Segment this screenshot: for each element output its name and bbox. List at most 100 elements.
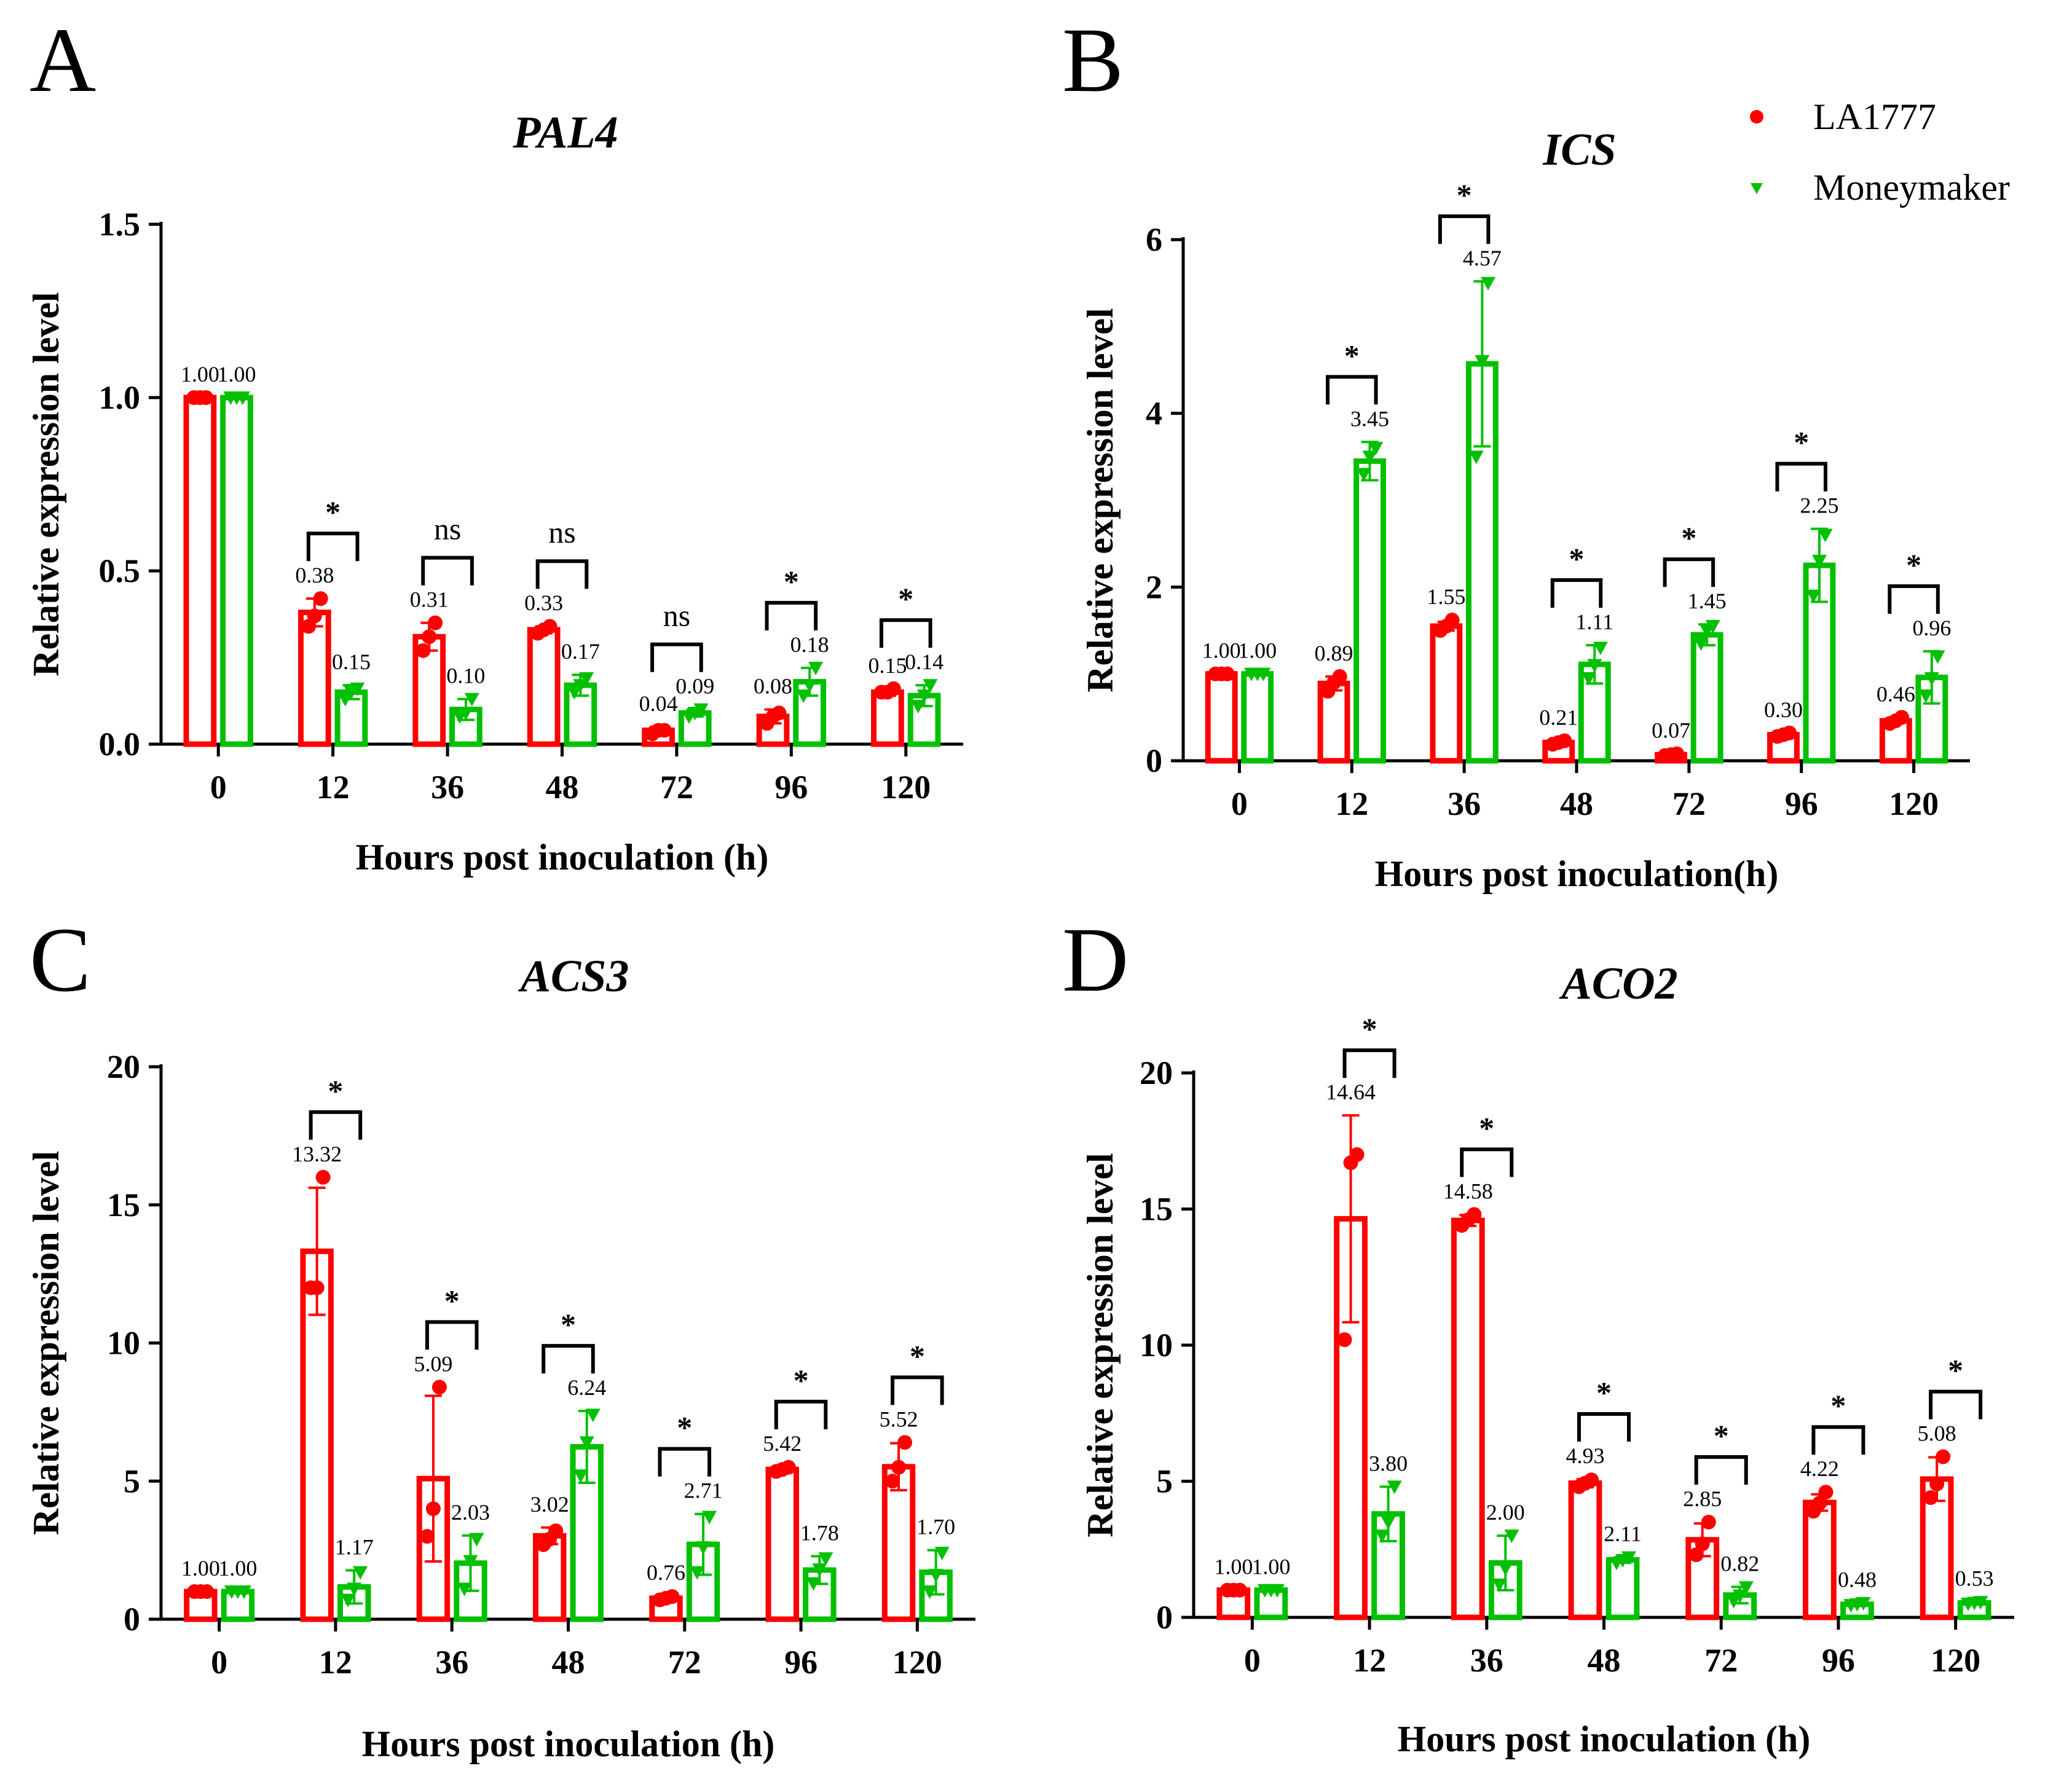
panel-b-bar-la1777 — [1205, 671, 1238, 764]
panel-b-value-label-moneymaker: 3.45 — [1350, 406, 1389, 431]
panel-b-point-moneymaker — [1693, 637, 1709, 651]
panels: PAL4 0.0 0.5 1.0 1.5 Relative expression leve… — [26, 108, 2014, 1764]
panel-d-title: ACO2 — [1559, 959, 1677, 1009]
panel-b-y-axis-title: Relative expression level — [1080, 308, 1121, 692]
panel-c-point-la1777 — [419, 1529, 435, 1544]
panel-b-point-moneymaker — [1256, 667, 1271, 681]
panel-c-value-label-moneymaker: 1.00 — [218, 1556, 257, 1581]
panel-a-point-la1777 — [199, 390, 214, 405]
panel-d-y-tick-label: 5 — [1156, 1463, 1173, 1500]
panel-a-point-moneymaker — [916, 689, 932, 704]
panel-b-value-label-la1777: 1.00 — [1202, 638, 1241, 663]
panel-b-point-la1777 — [1782, 725, 1797, 740]
panel-b-point-moneymaker — [1581, 672, 1596, 686]
panel-d-value-label-moneymaker: 3.80 — [1369, 1451, 1408, 1475]
panel-a-point-la1777 — [307, 608, 322, 624]
panel-a-bar-moneymaker — [220, 395, 253, 747]
panel-a-x-tick-label: 12 — [317, 769, 350, 806]
panel-b-sig-bracket — [1326, 375, 1378, 405]
panel-c-point-la1777 — [315, 1169, 331, 1185]
panel-b-sig-label: * — [1794, 425, 1809, 460]
panel-a-point-moneymaker — [464, 693, 479, 707]
panel-c-x-tick-label: 0 — [211, 1644, 227, 1681]
panel-d-point-la1777 — [1936, 1449, 1951, 1464]
panel-b-value-label-la1777: 0.30 — [1764, 697, 1803, 722]
panel-a-bar-la1777 — [527, 627, 561, 747]
panel-b-value-label-moneymaker: 1.00 — [1238, 638, 1277, 663]
panel-b-point-moneymaker — [1818, 528, 1833, 543]
panel-a-value-label-moneymaker: 0.10 — [446, 664, 485, 688]
panel-a-value-label-la1777: 0.08 — [754, 674, 792, 699]
panel-b-point-la1777 — [1219, 666, 1235, 681]
panel-a-sig-label: ns — [434, 512, 461, 546]
panel-c-point-la1777 — [425, 1501, 441, 1517]
panel-d-sig-label: * — [1714, 1418, 1729, 1453]
panel-b-point-moneymaker — [1368, 442, 1384, 456]
panel-c-bar-la1777 — [765, 1466, 799, 1622]
panel-c-sig-bracket — [891, 1375, 944, 1405]
panel-c-point-moneymaker — [457, 1582, 472, 1596]
panel-d-x-tick-label: 36 — [1470, 1642, 1503, 1679]
legend: LA1777 Moneymaker — [1750, 96, 2010, 208]
panel-b-point-moneymaker — [1930, 650, 1945, 664]
panel-b-value-label-la1777: 0.46 — [1877, 681, 1915, 706]
panel-d-point-moneymaker — [1738, 1581, 1754, 1595]
panel-d-x-tick-label: 12 — [1353, 1642, 1386, 1679]
panel-a-point-moneymaker — [802, 679, 817, 693]
panel-b-point-moneymaker — [1468, 450, 1484, 465]
panel-b-chart: ICS 0 2 4 6 Relative expression level Hours po… — [1080, 125, 1970, 894]
panel-c-value-label-moneymaker: 1.70 — [916, 1515, 955, 1539]
panel-letter-a: A — [30, 9, 96, 111]
panel-a-point-la1777 — [313, 591, 328, 607]
panel-d-point-la1777 — [1688, 1547, 1704, 1563]
panel-d-sig-bracket — [1577, 1412, 1631, 1442]
legend-label-la1777: LA1777 — [1813, 96, 1936, 137]
panel-a-point-moneymaker — [350, 682, 365, 696]
panel-d-y-tick-label: 0 — [1156, 1599, 1173, 1636]
panel-d-point-moneymaker — [1856, 1596, 1871, 1611]
panel-c-x-axis-title: Hours post inoculation (h) — [362, 1724, 775, 1764]
panel-d-point-moneymaker — [1492, 1578, 1507, 1592]
panel-a-point-moneymaker — [337, 693, 353, 707]
panel-d-value-label-moneymaker: 1.00 — [1251, 1555, 1290, 1579]
panel-letter-d: D — [1062, 909, 1129, 1011]
panel-b-point-moneymaker — [1356, 468, 1371, 482]
panel-a-x-tick-label: 120 — [881, 769, 931, 806]
panel-a-point-la1777 — [416, 643, 431, 658]
panel-a-y-tick-label: 1.0 — [99, 379, 141, 416]
panel-c-point-moneymaker — [469, 1533, 484, 1547]
panel-d-value-label-moneymaker: 2.11 — [1604, 1522, 1642, 1546]
panel-b-x-tick-label: 0 — [1231, 785, 1248, 822]
panel-a-x-tick-label: 36 — [431, 769, 464, 806]
panel-a-point-moneymaker — [573, 679, 588, 693]
legend-label-moneymaker: Moneymaker — [1813, 167, 2010, 208]
panel-d-point-moneymaker — [1732, 1589, 1747, 1603]
panel-d-sig-label: * — [1948, 1353, 1963, 1388]
panel-b-x-axis-title: Hours post inoculation(h) — [1375, 854, 1779, 894]
panel-b-point-la1777 — [1332, 669, 1347, 684]
panel-b-point-la1777 — [1894, 710, 1909, 725]
panel-c-sig-bracket — [658, 1447, 712, 1477]
panel-b-sig-label: * — [1457, 178, 1472, 212]
panel-c-point-moneymaker — [353, 1566, 368, 1580]
panel-d-y-tick-label: 10 — [1140, 1327, 1173, 1364]
panel-b-sig-bracket — [1438, 214, 1491, 244]
panel-a-y-tick-label: 0.0 — [99, 726, 141, 763]
panel-b-x-tick-label: 12 — [1335, 785, 1368, 822]
panel-c-point-la1777 — [548, 1523, 564, 1539]
panel-d-value-label-la1777: 4.93 — [1566, 1443, 1604, 1468]
panel-b-point-moneymaker — [1362, 450, 1377, 465]
panel-b-sig-label: * — [1906, 548, 1921, 582]
legend-marker-la1777 — [1750, 110, 1763, 124]
panel-d-value-label-moneymaker: 0.48 — [1838, 1568, 1877, 1592]
panel-d-sig-bracket — [1811, 1425, 1865, 1455]
panel-d-point-la1777 — [1818, 1485, 1834, 1500]
panel-b-x-tick-label: 36 — [1448, 785, 1481, 822]
panel-c-point-la1777 — [781, 1459, 796, 1475]
panel-b-point-moneymaker — [1918, 689, 1934, 703]
panel-b-sig-label: * — [1344, 338, 1360, 372]
panel-c-sig-bracket — [542, 1344, 595, 1374]
panel-c-value-label-la1777: 5.42 — [763, 1431, 802, 1456]
panel-a-value-label-moneymaker: 0.18 — [790, 632, 829, 657]
panel-d-point-moneymaker — [1504, 1530, 1519, 1544]
